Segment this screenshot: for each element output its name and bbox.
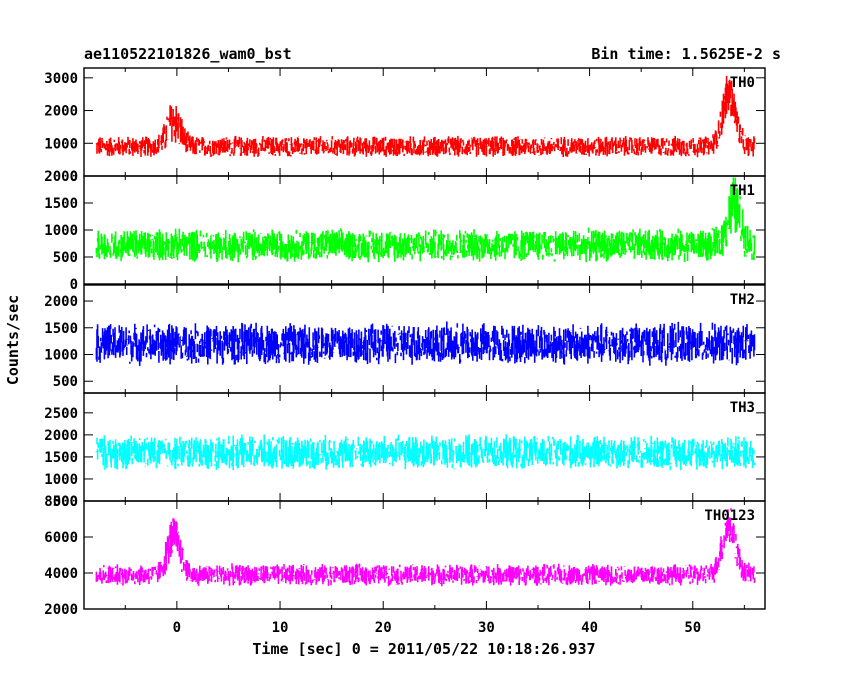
panel-frame — [83, 500, 766, 610]
panel-th0123: 2000 4000 6000 8000 TH0123 — [44, 494, 766, 618]
y-tick-label: 500 — [53, 250, 78, 266]
x-tick-label: 20 — [375, 620, 392, 636]
y-tick-label: 2000 — [44, 428, 78, 444]
panel-th1: 0 500 1000 1500 2000 TH1 — [44, 169, 766, 293]
y-tick-label: 1000 — [44, 472, 78, 488]
y-tick-label: 1000 — [44, 136, 78, 152]
panel-frame — [83, 175, 766, 285]
x-tick-label: 50 — [684, 620, 701, 636]
y-tick-label: 1000 — [44, 223, 78, 239]
x-tick-label: 10 — [272, 620, 289, 636]
y-tick-label: 1000 — [44, 348, 78, 364]
x-tick-label: 0 — [173, 620, 181, 636]
y-tick-label: 4000 — [44, 566, 78, 582]
y-tick-label: 1500 — [44, 196, 78, 212]
y-tick-label: 8000 — [44, 494, 78, 510]
panel-th2: 500 1000 1500 2000 TH2 — [44, 284, 766, 394]
series-th3-line — [95, 434, 756, 471]
series-th0123-line — [95, 508, 756, 587]
x-axis-label: Time [sec] 0 = 2011/05/22 10:18:26.937 — [252, 640, 595, 658]
series-label-th0123: TH0123 — [704, 508, 755, 524]
y-tick-label: 6000 — [44, 530, 78, 546]
series-label-th3: TH3 — [730, 400, 755, 416]
x-tick-label: 40 — [581, 620, 598, 636]
y-tick-label: 2000 — [44, 602, 78, 618]
y-tick-label: 500 — [53, 494, 78, 510]
y-tick-label: 2500 — [44, 406, 78, 422]
chart-title: ae110522101826_wam0_bst — [84, 45, 292, 63]
y-tick-label: 0 — [70, 277, 78, 293]
y-tick-label: 2000 — [44, 169, 78, 185]
panel-th3: 500 1000 1500 2000 2500 TH3 — [44, 392, 766, 510]
series-label-th0: TH0 — [730, 75, 755, 91]
bin-time-label: Bin time: 1.5625E-2 s — [591, 45, 781, 63]
y-tick-label: 0 — [70, 169, 78, 185]
y-tick-label: 500 — [53, 374, 78, 390]
series-th1-line — [95, 177, 756, 263]
y-axis-label: Counts/sec — [4, 295, 22, 385]
y-tick-label: 2000 — [44, 104, 78, 120]
panel-frame — [83, 67, 766, 177]
series-label-th1: TH1 — [730, 183, 755, 199]
y-tick-label: 2000 — [44, 294, 78, 310]
y-tick-label: 3000 — [44, 71, 78, 87]
series-label-th2: TH2 — [730, 292, 755, 308]
y-tick-label: 1500 — [44, 321, 78, 337]
y-tick-label: 1500 — [44, 450, 78, 466]
panel-th0: 0 1000 2000 3000 TH0 — [44, 67, 766, 185]
x-tick-label: 30 — [478, 620, 495, 636]
series-th0-line — [95, 75, 756, 158]
series-th2-line — [95, 321, 756, 366]
